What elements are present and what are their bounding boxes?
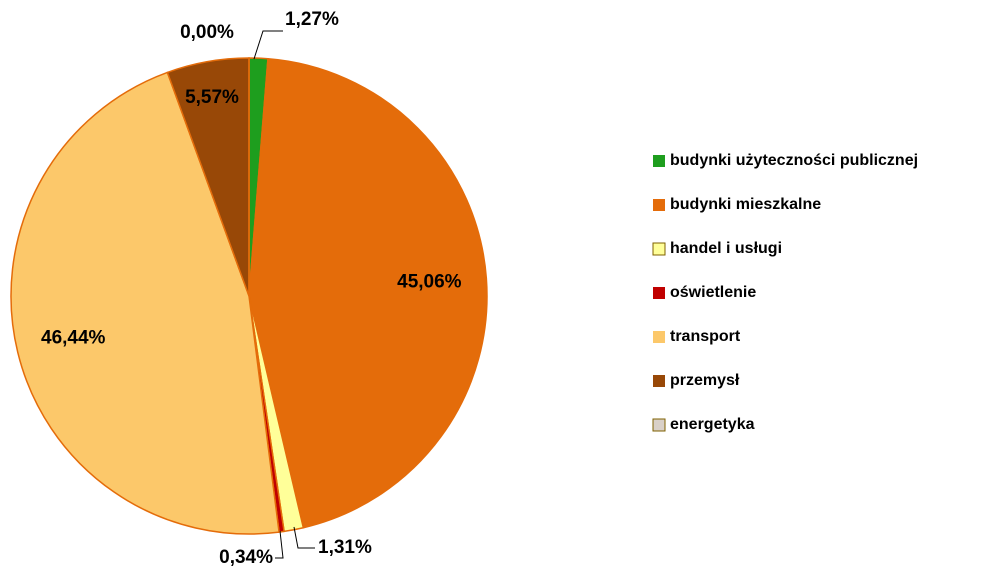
legend-label: oświetlenie <box>670 284 756 301</box>
legend-swatch <box>653 331 665 343</box>
pie-slice <box>10 71 280 535</box>
legend-label: budynki mieszkalne <box>670 196 821 213</box>
pie-slice <box>248 57 488 529</box>
legend-swatch <box>652 242 666 256</box>
data-label: 1,31% <box>318 537 372 558</box>
legend-label: budynki użyteczności publicznej <box>670 152 918 169</box>
data-label: 5,57% <box>185 87 239 108</box>
legend-swatch <box>653 287 665 299</box>
data-label: 45,06% <box>397 271 462 292</box>
legend-swatch <box>653 375 665 387</box>
leader-line <box>253 30 283 60</box>
legend-swatch <box>652 418 666 432</box>
data-label: 0,00% <box>180 22 234 43</box>
leader-line <box>293 526 315 549</box>
legend-swatch <box>653 199 665 211</box>
legend-label: energetyka <box>670 416 755 433</box>
legend-label: przemysł <box>670 372 740 389</box>
legend-label: transport <box>670 328 741 345</box>
legend-label: handel i usługi <box>670 240 782 257</box>
data-label: 0,34% <box>219 547 273 568</box>
data-label: 1,27% <box>285 9 339 30</box>
leader-line <box>275 530 284 559</box>
legend-swatch <box>653 155 665 167</box>
data-label: 46,44% <box>41 328 106 349</box>
